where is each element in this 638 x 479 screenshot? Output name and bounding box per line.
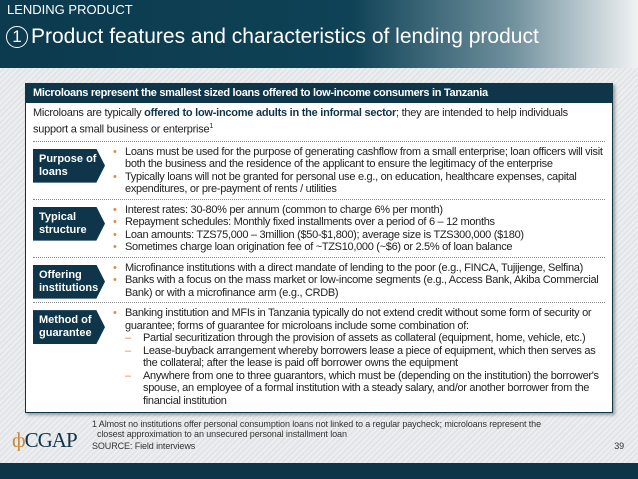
list-item: Loan amounts: TZS75,000 – 3million ($50-… [113, 229, 605, 242]
footer-bar [0, 463, 638, 479]
row-label: Purpose of loans [33, 148, 105, 183]
cgap-logo: фCGAP [12, 429, 78, 452]
list-item: Loans must be used for the purpose of ge… [113, 146, 605, 171]
list-item: Microfinance institutions with a direct … [113, 262, 605, 275]
list-item: Repayment schedules: Monthly fixed insta… [113, 216, 605, 229]
number-circle: 1 [6, 26, 28, 48]
footer: фCGAP 1 Almost no institutions offer per… [12, 419, 624, 451]
intro-text: Microloans are typically offered to low-… [33, 107, 568, 136]
list-item: Interest rates: 30-80% per annum (common… [113, 204, 605, 217]
row-institutions: Offering institutions Microfinance insti… [33, 256, 605, 303]
row-label: Typical structure [33, 206, 105, 241]
list-item: Sometimes charge loan origination fee of… [113, 241, 605, 254]
page-number: 39 [614, 441, 624, 452]
sub-item: Partial securitization through the provi… [113, 332, 605, 345]
sub-item: Lease-buyback arrangement whereby borrow… [113, 345, 605, 370]
footnote: 1 Almost no institutions offer personal … [92, 419, 541, 440]
list-item: Typically loans will not be granted for … [113, 171, 605, 196]
box-heading: Microloans represent the smallest sized … [26, 84, 612, 103]
list-item: Banks with a focus on the mass market or… [113, 274, 605, 299]
page-title: 1 Product features and characteristics o… [6, 25, 539, 49]
row-structure: Typical structure Interest rates: 30-80%… [33, 198, 605, 257]
row-label: Offering institutions [33, 264, 105, 299]
source-note: SOURCE: Field interviews [92, 441, 196, 452]
sub-item: Anywhere from one to three guarantors, w… [113, 370, 605, 408]
row-guarantee: Method of guarantee Banking institution … [33, 302, 605, 410]
header-banner: LENDING PRODUCT 1 Product features and c… [0, 0, 638, 68]
list-item: Banking institution and MFIs in Tanzania… [113, 307, 605, 332]
row-label: Method of guarantee [33, 310, 105, 345]
content-box: Microloans represent the smallest sized … [25, 83, 613, 414]
section-label: LENDING PRODUCT [7, 2, 133, 17]
title-text: Product features and characteristics of … [31, 25, 539, 48]
row-purpose: Purpose of loans Loans must be used for … [33, 140, 605, 199]
